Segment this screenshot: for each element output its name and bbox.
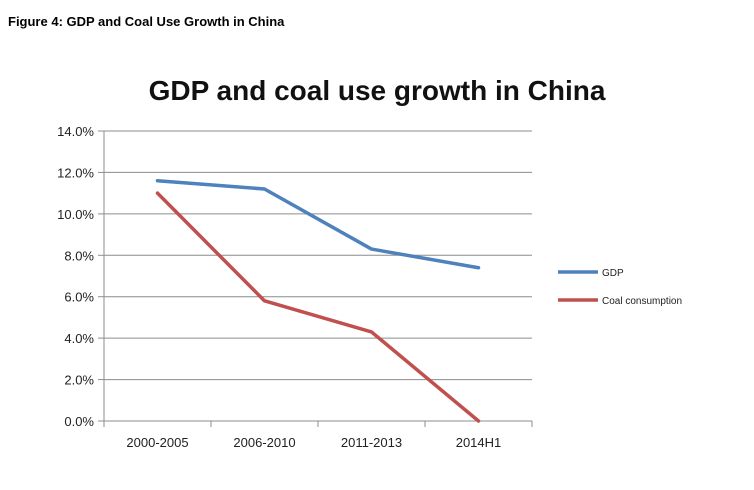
series-line-0 [158, 181, 479, 268]
x-tick-label: 2000-2005 [126, 435, 188, 450]
y-tick-label: 6.0% [64, 290, 94, 305]
chart-title: GDP and coal use growth in China [149, 75, 606, 106]
x-tick-label: 2006-2010 [233, 435, 295, 450]
x-tick-label: 2014H1 [456, 435, 502, 450]
legend: GDP Coal consumption [558, 268, 682, 307]
legend-label: GDP [602, 268, 624, 279]
y-tick-label: 14.0% [57, 124, 94, 139]
y-tick-label: 4.0% [64, 331, 94, 346]
legend-label: Coal consumption [602, 296, 682, 307]
y-tick-label: 0.0% [64, 414, 94, 429]
series-line-1 [158, 193, 479, 421]
x-tick-label: 2011-2013 [341, 435, 402, 450]
series-lines [157, 181, 478, 421]
y-tick-label: 12.0% [57, 165, 94, 180]
y-tick-label: 2.0% [64, 373, 94, 388]
y-tick-label: 8.0% [64, 248, 94, 263]
grid-lines [104, 131, 532, 380]
y-tick-label: 10.0% [57, 207, 94, 222]
